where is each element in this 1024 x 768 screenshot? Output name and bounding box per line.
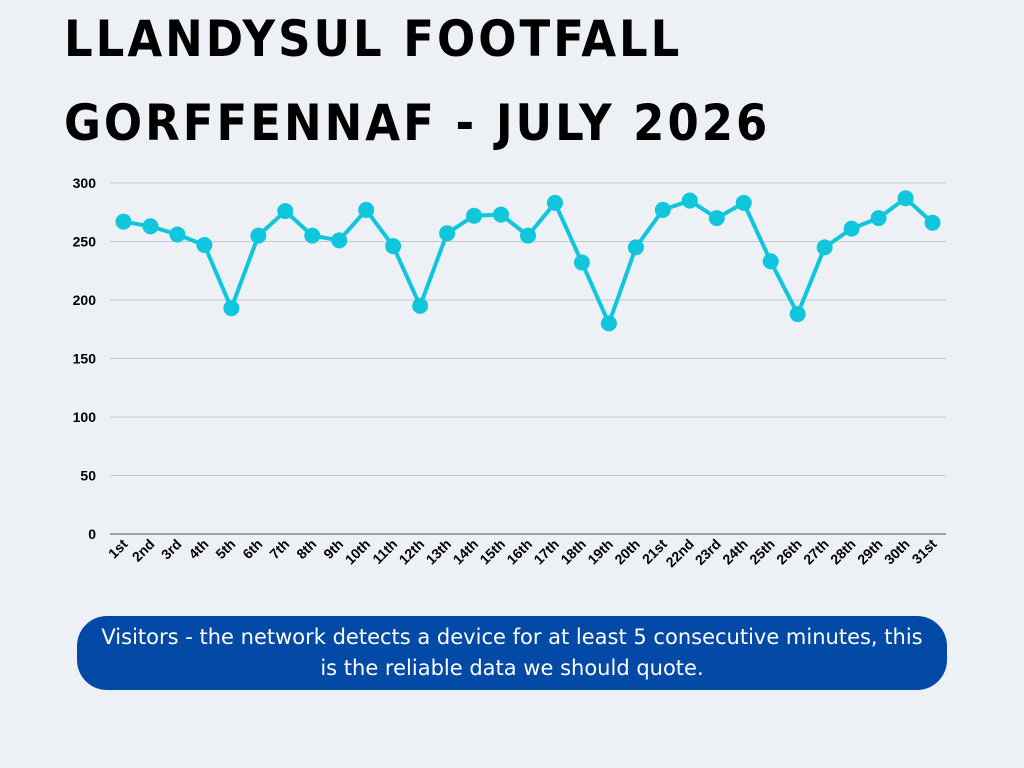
page-title: LLANDYSUL FOOTFALL xyxy=(64,10,683,68)
x-tick-label: 1st xyxy=(105,536,131,562)
data-point xyxy=(169,226,186,243)
data-point xyxy=(385,238,402,255)
definition-note-text: Visitors - the network detects a device … xyxy=(101,625,923,680)
x-tick-label: 10th xyxy=(342,536,374,568)
y-tick-label: 100 xyxy=(73,409,97,425)
x-tick-label: 5th xyxy=(212,536,238,562)
x-tick-label: 19th xyxy=(584,536,616,568)
x-tick-label: 23rd xyxy=(692,536,724,568)
data-point xyxy=(843,220,860,237)
data-point xyxy=(681,192,698,209)
data-point xyxy=(304,227,321,244)
x-tick-label: 7th xyxy=(266,536,292,562)
data-point xyxy=(277,203,294,220)
data-point xyxy=(439,225,456,242)
definition-note: Visitors - the network detects a device … xyxy=(77,616,947,690)
data-point xyxy=(627,239,644,256)
x-tick-label: 4th xyxy=(185,536,211,562)
data-point xyxy=(897,190,914,207)
x-tick-label: 8th xyxy=(293,536,319,562)
x-tick-label: 26th xyxy=(773,536,805,568)
x-tick-label: 17th xyxy=(530,536,562,568)
data-point xyxy=(789,306,806,323)
data-point xyxy=(924,214,941,231)
data-point xyxy=(142,218,159,235)
x-tick-label: 13th xyxy=(423,536,455,568)
x-tick-label: 29th xyxy=(854,536,886,568)
y-tick-label: 150 xyxy=(73,351,97,367)
data-point xyxy=(573,254,590,271)
y-tick-label: 300 xyxy=(73,175,97,191)
page-subtitle: GORFFENNAF - JULY 2026 xyxy=(64,94,771,152)
y-tick-label: 0 xyxy=(88,526,96,542)
x-tick-label: 15th xyxy=(476,536,508,568)
x-tick-label: 3rd xyxy=(158,536,185,563)
x-tick-label: 16th xyxy=(503,536,535,568)
data-point xyxy=(358,201,375,218)
data-point xyxy=(250,227,267,244)
y-tick-label: 250 xyxy=(73,234,97,250)
y-tick-label: 200 xyxy=(73,292,97,308)
x-tick-label: 11th xyxy=(369,536,400,567)
x-tick-label: 22nd xyxy=(663,536,697,570)
data-point xyxy=(223,300,240,317)
x-tick-label: 24th xyxy=(719,536,751,568)
y-tick-label: 50 xyxy=(80,468,96,484)
data-point xyxy=(600,315,617,332)
data-point xyxy=(493,206,510,223)
x-tick-label: 20th xyxy=(611,536,643,568)
series-line xyxy=(123,196,934,326)
x-tick-label: 2nd xyxy=(129,536,158,565)
data-point xyxy=(708,210,725,227)
data-point xyxy=(466,207,483,224)
data-point xyxy=(870,210,887,227)
x-tick-label: 12th xyxy=(396,536,428,568)
data-point xyxy=(196,237,213,254)
x-tick-label: 28th xyxy=(827,536,859,568)
x-tick-label: 27th xyxy=(800,536,832,568)
data-point xyxy=(735,194,752,211)
x-tick-label: 30th xyxy=(881,536,913,568)
data-point xyxy=(762,253,779,270)
data-point xyxy=(546,194,563,211)
data-point xyxy=(520,227,536,244)
data-point xyxy=(816,239,833,256)
x-tick-label: 18th xyxy=(557,536,589,568)
x-tick-label: 31st xyxy=(909,536,940,567)
x-tick-label: 6th xyxy=(239,536,265,562)
data-point xyxy=(331,232,348,249)
data-point xyxy=(654,201,671,218)
data-point xyxy=(115,213,132,230)
x-tick-label: 25th xyxy=(746,536,778,568)
x-tick-label: 14th xyxy=(450,536,482,568)
data-point xyxy=(412,297,429,314)
